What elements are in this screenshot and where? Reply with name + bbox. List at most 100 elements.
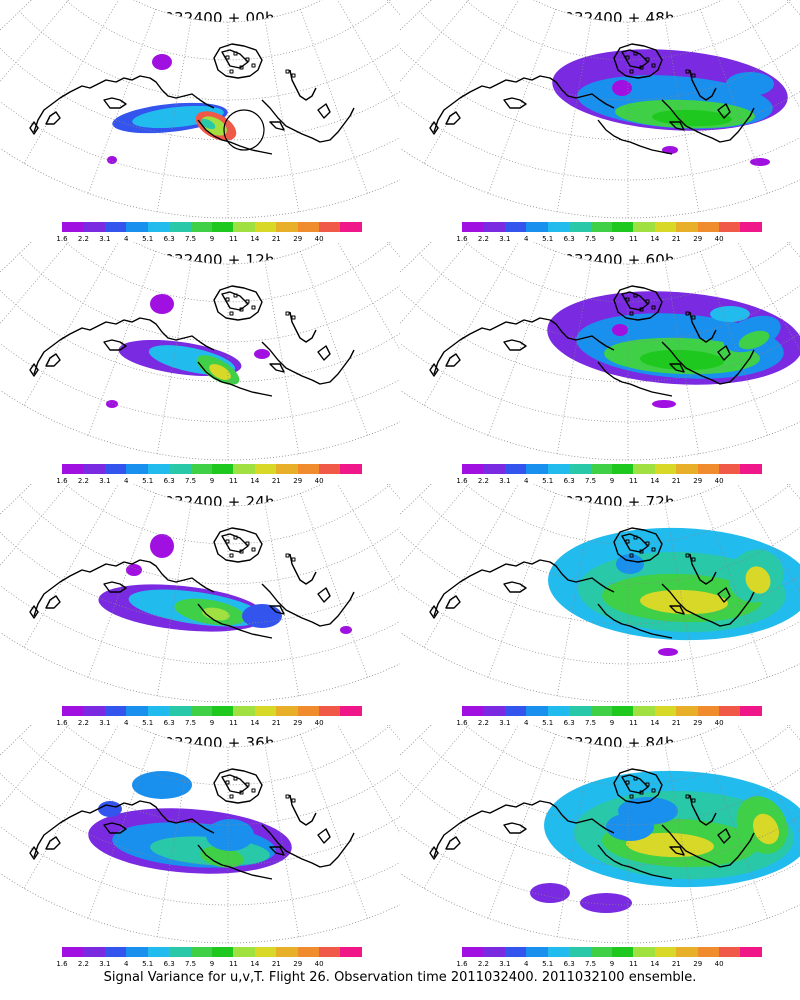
colorbar-tick-label: 40	[314, 235, 324, 243]
colorbar-labels: 1.6 2.2 3.1 4 5.1 6.3 7.5 9 11 14 21 29 40	[400, 477, 800, 487]
variance-contour	[126, 564, 142, 576]
map	[0, 484, 400, 703]
colorbar-swatch	[504, 706, 527, 716]
latitude-line	[0, 100, 400, 181]
colorbar-tick-label: 11	[228, 719, 238, 727]
coastline	[261, 99, 355, 143]
coastline	[445, 595, 461, 609]
coastline	[289, 553, 317, 585]
coastline	[103, 339, 127, 351]
coastline	[661, 583, 755, 627]
colorbar-labels: 1.6 2.2 3.1 4 5.1 6.3 7.5 9 11 14 21 29 40	[0, 477, 400, 487]
colorbar-tick-label: 14	[650, 960, 660, 968]
colorbar-swatch	[504, 464, 527, 474]
graticule	[0, 725, 400, 943]
colorbar-tick-label: 6.3	[163, 960, 175, 968]
panel-24h: 2011032400 + 24h 1.6 2.2 3.1 4 5.1 6.3 7.5 9 11 1…	[0, 484, 400, 729]
colorbar-tick-label: 21	[271, 235, 281, 243]
coastline	[197, 603, 273, 639]
colorbar-swatch	[169, 222, 191, 232]
map	[400, 484, 800, 703]
island	[285, 311, 290, 316]
coastline	[717, 828, 731, 844]
coastline	[317, 103, 331, 119]
colorbar-tick-label: 9	[609, 477, 615, 485]
colorbar	[462, 222, 762, 232]
island	[251, 547, 256, 552]
island	[233, 776, 238, 781]
variance-contour	[658, 648, 678, 656]
coastline	[613, 768, 663, 804]
colorbar-swatch	[740, 222, 762, 232]
colorbar-swatch	[254, 222, 277, 232]
coastline	[429, 363, 439, 377]
colorbar-swatch	[190, 222, 212, 232]
coastline	[45, 111, 61, 125]
colorbar-swatch	[462, 464, 484, 474]
colorbar-swatch	[590, 464, 612, 474]
colorbar-tick-label: 21	[271, 719, 281, 727]
coastline	[429, 605, 439, 619]
latitude-line	[65, 242, 391, 303]
colorbar-tick-label: 11	[628, 477, 638, 485]
variance-contour	[98, 801, 122, 817]
coastline	[597, 844, 673, 880]
colorbar-tick-label: 5.1	[142, 477, 154, 485]
colorbar-swatch	[62, 706, 84, 716]
coastline	[689, 794, 717, 826]
colorbar-swatch	[740, 947, 762, 957]
colorbar-swatch	[147, 947, 170, 957]
colorbar-swatch	[504, 222, 527, 232]
coastline	[29, 363, 39, 377]
colorbar-swatch	[547, 947, 570, 957]
colorbar-tick-label: 2.2	[477, 477, 489, 485]
colorbar-swatch	[147, 464, 170, 474]
colorbar-tick-label: 4	[524, 477, 529, 485]
colorbar-swatch	[676, 222, 698, 232]
colorbar-tick-label: 6.3	[563, 719, 575, 727]
colorbar-tick-label: 21	[271, 477, 281, 485]
variance-contour	[662, 146, 678, 154]
variance-field	[530, 770, 800, 913]
variance-contour	[745, 566, 771, 594]
colorbar-swatch	[254, 464, 277, 474]
colorbar-tick-label: 3.1	[99, 960, 111, 968]
island	[239, 307, 244, 312]
coastline	[197, 844, 273, 880]
variance-contour	[738, 330, 770, 350]
colorbar-swatch	[276, 222, 298, 232]
colorbar-tick-label: 7.5	[584, 960, 597, 968]
colorbar-swatch	[104, 464, 127, 474]
coastline	[103, 97, 127, 109]
island	[691, 798, 696, 803]
coastline	[621, 774, 649, 794]
colorbar-swatch	[340, 464, 362, 474]
island	[225, 55, 230, 60]
island	[251, 63, 256, 68]
colorbar-tick-label: 6.3	[163, 235, 175, 243]
colorbar-swatch	[211, 947, 234, 957]
coastline	[613, 43, 663, 79]
variance-field	[547, 291, 800, 408]
colorbar-swatch	[633, 706, 655, 716]
colorbar-swatch	[740, 706, 762, 716]
colorbar-tick-label: 9	[609, 960, 615, 968]
colorbar-tick-label: 9	[209, 960, 215, 968]
colorbar-tick-label: 40	[714, 235, 724, 243]
island	[691, 73, 696, 78]
coastline	[261, 824, 355, 868]
colorbar-swatch	[340, 222, 362, 232]
latitude-line	[0, 825, 400, 906]
colorbar-swatch	[590, 706, 612, 716]
coastline	[213, 768, 263, 804]
colorbar-swatch	[62, 947, 84, 957]
coastline	[29, 846, 39, 860]
coastline	[221, 774, 249, 794]
colorbar-swatch	[104, 706, 127, 716]
coastline	[103, 581, 127, 593]
coastline	[289, 311, 317, 343]
coastline	[503, 339, 527, 351]
colorbar-swatch	[190, 464, 212, 474]
island	[633, 776, 638, 781]
